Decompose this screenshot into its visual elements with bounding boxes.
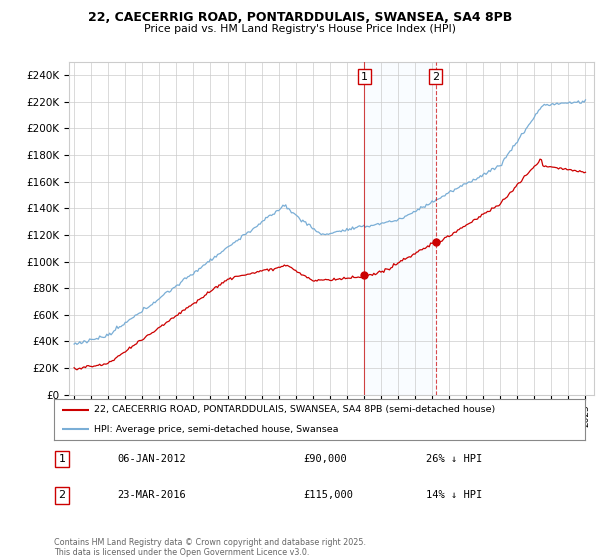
- Text: 2: 2: [58, 491, 65, 500]
- Text: 2: 2: [432, 72, 439, 82]
- Bar: [364, 62, 436, 395]
- Text: 06-JAN-2012: 06-JAN-2012: [118, 454, 187, 464]
- Text: Price paid vs. HM Land Registry's House Price Index (HPI): Price paid vs. HM Land Registry's House …: [144, 24, 456, 34]
- Text: 22, CAECERRIG ROAD, PONTARDDULAIS, SWANSEA, SA4 8PB: 22, CAECERRIG ROAD, PONTARDDULAIS, SWANS…: [88, 11, 512, 24]
- Text: 26% ↓ HPI: 26% ↓ HPI: [426, 454, 482, 464]
- Text: Contains HM Land Registry data © Crown copyright and database right 2025.
This d: Contains HM Land Registry data © Crown c…: [54, 538, 366, 557]
- Text: 22, CAECERRIG ROAD, PONTARDDULAIS, SWANSEA, SA4 8PB (semi-detached house): 22, CAECERRIG ROAD, PONTARDDULAIS, SWANS…: [94, 405, 495, 414]
- Text: 1: 1: [58, 454, 65, 464]
- Text: 23-MAR-2016: 23-MAR-2016: [118, 491, 187, 500]
- Text: £90,000: £90,000: [304, 454, 347, 464]
- Text: £115,000: £115,000: [304, 491, 353, 500]
- Text: 1: 1: [361, 72, 368, 82]
- Text: 14% ↓ HPI: 14% ↓ HPI: [426, 491, 482, 500]
- Text: HPI: Average price, semi-detached house, Swansea: HPI: Average price, semi-detached house,…: [94, 424, 338, 433]
